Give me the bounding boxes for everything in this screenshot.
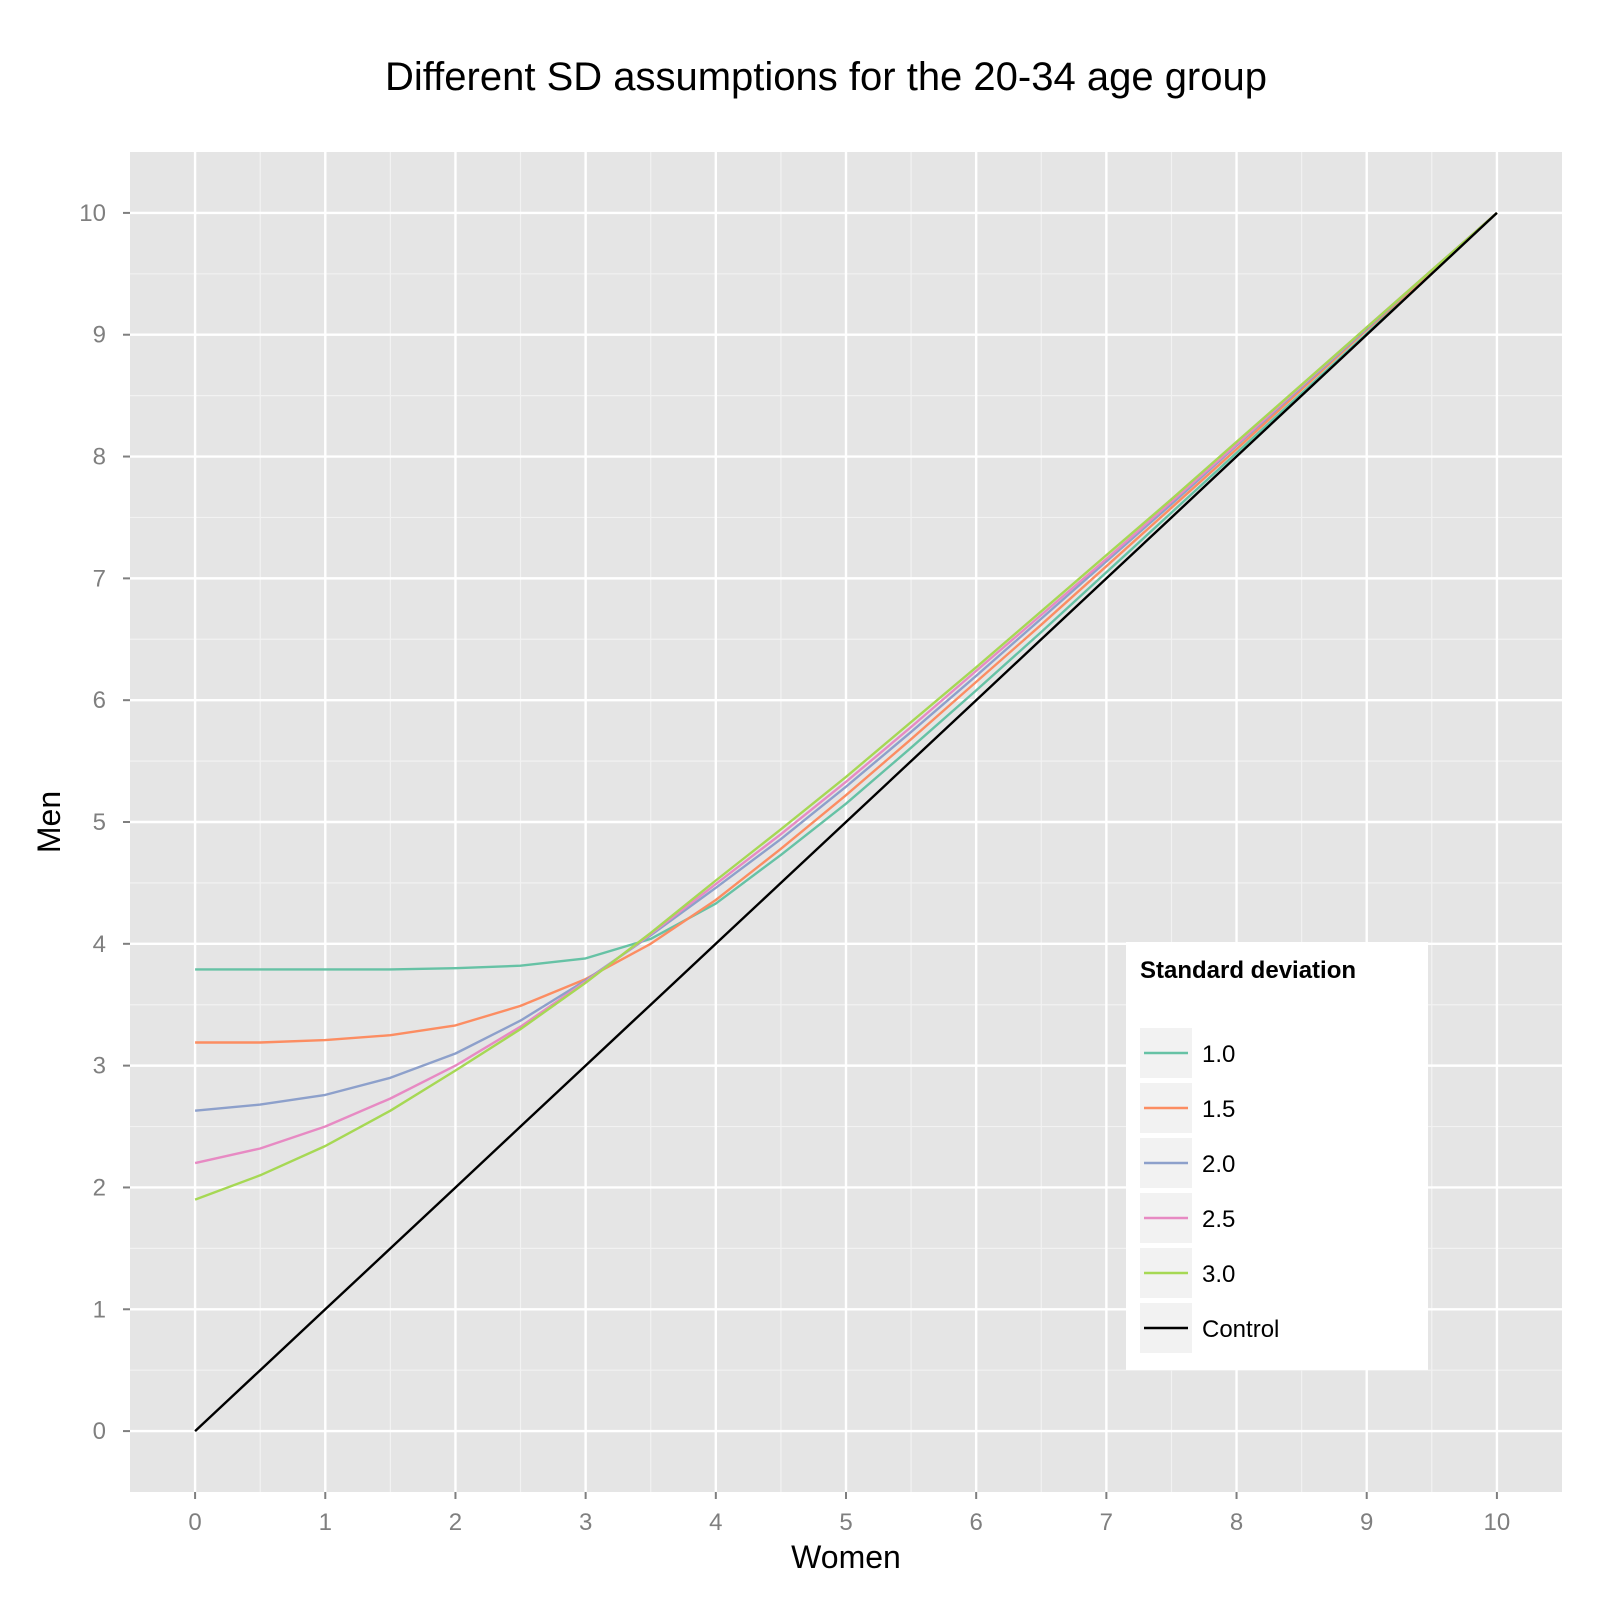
legend-label: 1.0 [1202, 1041, 1235, 1068]
x-tick-label: 7 [1100, 1509, 1113, 1536]
series-line-4 [194, 211, 1498, 1201]
y-tick-label: 4 [93, 931, 106, 958]
y-tick-label: 2 [93, 1174, 106, 1201]
legend: Standard deviation 1.0 1.5 2.0 2.5 3.0 Contro… [1126, 942, 1428, 1370]
x-tick-label: 10 [1484, 1509, 1511, 1536]
x-tick-label: 5 [839, 1509, 852, 1536]
y-axis-ticks: 0 1 2 3 4 5 6 7 8 9 10 [79, 200, 130, 1445]
x-tick-label: 6 [970, 1509, 983, 1536]
y-tick-label: 5 [93, 809, 106, 836]
legend-label: 2.0 [1202, 1151, 1235, 1178]
y-tick-label: 1 [93, 1296, 106, 1323]
legend-title: Standard deviation [1140, 957, 1356, 984]
x-axis-title: Women [791, 1539, 901, 1575]
series-lines [194, 211, 1498, 1432]
y-tick-label: 6 [93, 687, 106, 714]
series-line-5 [194, 212, 1498, 1432]
legend-items: 1.0 1.5 2.0 2.5 3.0 Control [1140, 1028, 1279, 1353]
legend-label: 2.5 [1202, 1206, 1235, 1233]
y-tick-label: 10 [79, 200, 106, 227]
y-tick-label: 7 [93, 565, 106, 592]
series-line-1 [195, 212, 1498, 1044]
legend-label: 1.5 [1202, 1096, 1235, 1123]
legend-label: 3.0 [1202, 1261, 1235, 1288]
x-tick-label: 9 [1360, 1509, 1373, 1536]
y-tick-label: 0 [93, 1418, 106, 1445]
series-line-0 [195, 212, 1498, 971]
x-tick-label: 0 [188, 1509, 201, 1536]
chart-title: Different SD assumptions for the 20-34 a… [385, 55, 1267, 99]
x-axis-ticks: 0 1 2 3 4 5 6 7 8 9 10 [188, 1492, 1510, 1536]
x-tick-label: 8 [1230, 1509, 1243, 1536]
legend-label: Control [1202, 1316, 1279, 1343]
y-axis-title: Men [31, 791, 67, 853]
x-tick-label: 4 [709, 1509, 722, 1536]
x-tick-label: 3 [579, 1509, 592, 1536]
x-tick-label: 1 [319, 1509, 332, 1536]
y-tick-label: 3 [93, 1053, 106, 1080]
series-line-3 [194, 211, 1498, 1165]
y-tick-label: 8 [93, 444, 106, 471]
y-tick-label: 9 [93, 322, 106, 349]
x-tick-label: 2 [449, 1509, 462, 1536]
